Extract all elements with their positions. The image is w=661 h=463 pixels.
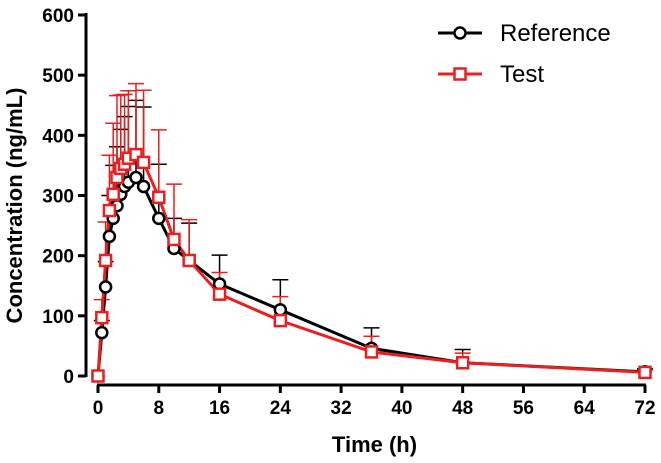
marker-reference: [129, 170, 143, 185]
marker-test: [455, 356, 470, 370]
marker-test: [182, 253, 196, 268]
data-markers: [91, 147, 652, 383]
marker-test: [167, 232, 181, 247]
y-tick-label: 600: [42, 6, 74, 27]
x-tick-label: 0: [93, 398, 104, 419]
x-tick-label: 40: [391, 398, 412, 419]
x-tick-label: 24: [270, 398, 292, 419]
y-tick-label: 500: [42, 66, 74, 87]
marker-reference: [273, 303, 288, 317]
marker-test: [638, 365, 652, 380]
marker-test: [364, 345, 379, 359]
marker-test: [212, 287, 227, 301]
marker-test: [95, 310, 109, 325]
legend: Reference Test: [438, 20, 611, 88]
x-tick-label: 64: [574, 398, 596, 419]
marker-test: [98, 253, 113, 268]
marker-reference: [152, 211, 166, 226]
marker-test: [152, 190, 166, 205]
marker-reference: [95, 325, 109, 340]
x-tick-label: 32: [331, 398, 352, 419]
x-tick-label: 48: [452, 398, 473, 419]
marker-test: [102, 203, 117, 218]
marker-test: [136, 155, 151, 170]
legend-label-test: Test: [500, 61, 544, 88]
y-axis-title: Concentration (ng/mL): [2, 88, 27, 324]
marker-test: [273, 313, 288, 328]
y-tick-label: 0: [63, 367, 74, 388]
x-axis-title: Time (h): [332, 432, 417, 457]
y-tick-label: 100: [42, 307, 74, 328]
y-tick-label: 400: [42, 126, 74, 147]
x-tick-label: 72: [634, 398, 655, 419]
y-tick-label: 200: [42, 247, 74, 268]
y-tick-label: 300: [42, 187, 74, 208]
axes: 0 100 200 300 400 500 600 0 8 16 24 32 40 48 56 64 72: [42, 6, 655, 419]
x-tick-label: 56: [513, 398, 534, 419]
marker-reference: [136, 179, 151, 194]
marker-test: [91, 369, 105, 383]
legend-label-reference: Reference: [500, 20, 611, 47]
legend-marker: [453, 26, 467, 40]
legend-marker: [453, 67, 467, 81]
x-tick-label: 8: [153, 398, 164, 419]
x-tick-label: 16: [209, 398, 230, 419]
marker-test: [129, 147, 143, 162]
error-bars: [93, 82, 653, 373]
marker-reference: [102, 229, 117, 244]
marker-reference: [98, 280, 113, 294]
marker-test: [106, 187, 120, 202]
